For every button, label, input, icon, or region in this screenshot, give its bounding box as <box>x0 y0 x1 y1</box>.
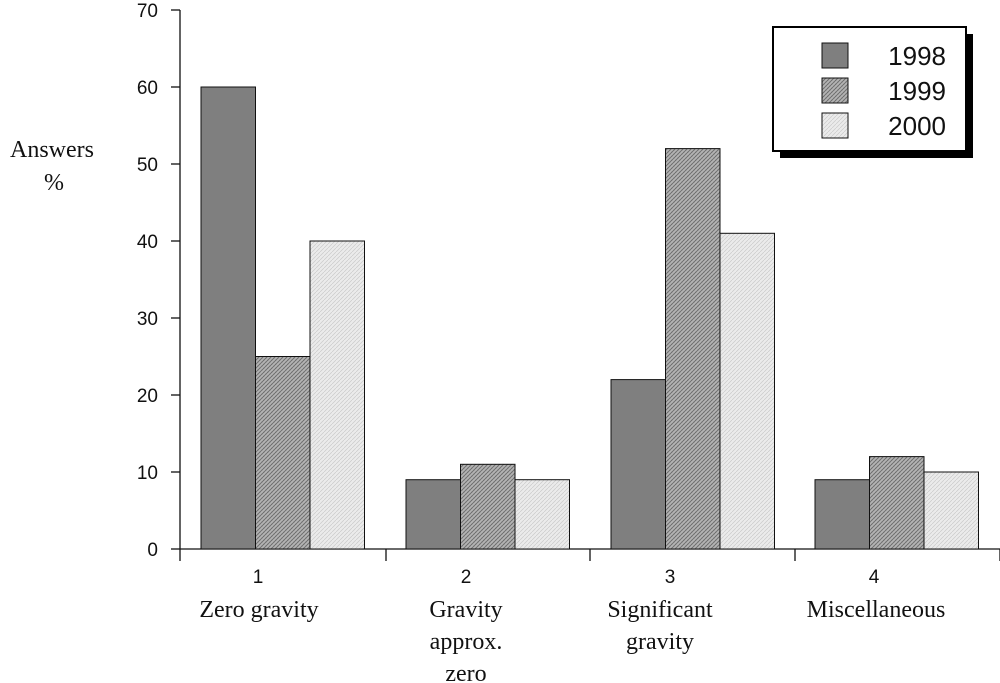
x-category-number: 3 <box>665 567 676 588</box>
bar-1998-cat-2 <box>405 479 461 550</box>
bar-2000-cat-3 <box>719 232 775 550</box>
bar-1999-cat-3 <box>665 148 721 550</box>
bar-2000-cat-2 <box>514 479 570 550</box>
x-category-number: 4 <box>869 567 880 588</box>
bar-2000-cat-1 <box>309 240 365 550</box>
y-tick-label: 30 <box>137 309 158 330</box>
bar-1999-cat-1 <box>255 356 311 550</box>
bar-1998-cat-3 <box>610 379 666 550</box>
x-axis-ticks <box>179 549 1000 561</box>
legend-label-1999: 1999 <box>888 76 946 106</box>
y-tick-label: 0 <box>147 540 158 561</box>
legend-label-1998: 1998 <box>888 41 946 71</box>
y-tick-label: 60 <box>137 78 158 99</box>
bar-2000-cat-4 <box>923 471 979 550</box>
legend-swatch-1998 <box>821 42 849 69</box>
y-tick-label: 10 <box>137 463 158 484</box>
x-category-label: gravity <box>626 629 694 655</box>
x-category-label: approx. <box>430 629 503 655</box>
y-tick-label: 50 <box>137 155 158 176</box>
bar-1998-cat-1 <box>200 86 256 550</box>
bar-1999-cat-4 <box>869 456 925 550</box>
x-category-label: Significant <box>607 597 713 623</box>
x-category-label: Zero gravity <box>199 597 318 623</box>
legend-label-2000: 2000 <box>888 111 946 141</box>
legend-swatch-2000 <box>821 112 849 139</box>
y-tick-label: 20 <box>137 386 158 407</box>
y-tick-label: 70 <box>137 1 158 22</box>
legend: 1998 1999 2000 <box>772 26 973 158</box>
bar-1998-cat-4 <box>814 479 870 550</box>
y-axis-ticks: 0 10 20 30 40 50 60 70 <box>137 1 180 561</box>
x-category-number: 1 <box>253 567 264 588</box>
legend-swatch-1999 <box>821 77 849 104</box>
y-axis-label-line-1: Answers <box>10 137 94 163</box>
x-category-label: zero <box>445 661 486 683</box>
bars-group <box>200 86 979 550</box>
category-labels: 1 Zero gravity 2 Gravity approx. zero 3 Signifi… <box>199 567 945 683</box>
x-category-number: 2 <box>461 567 472 588</box>
y-tick-label: 40 <box>137 232 158 253</box>
y-axis-label-line-2: % <box>44 170 64 196</box>
legend-box <box>772 26 967 152</box>
x-category-label: Gravity <box>429 597 502 623</box>
x-category-label: Miscellaneous <box>807 597 946 623</box>
bar-1999-cat-2 <box>460 463 516 550</box>
